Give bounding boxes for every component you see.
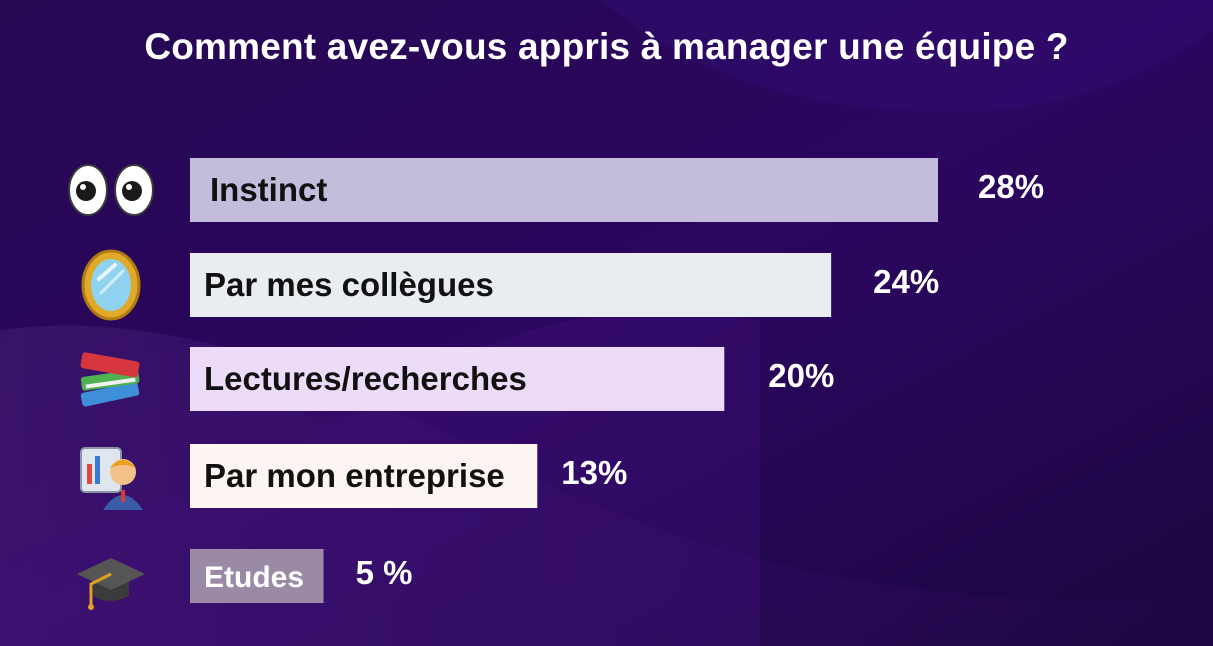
bar-label-1: Instinct	[210, 171, 327, 208]
mirror-icon	[81, 249, 141, 321]
bar-label-2: Par mes collègues	[204, 266, 494, 303]
bar-label-5: Etudes	[204, 561, 304, 594]
value-label-5: 5 %	[356, 554, 413, 591]
chart-title: Comment avez-vous appris à manager une é…	[144, 26, 1069, 67]
bar-label-3: Lectures/recherches	[204, 360, 527, 397]
bar-1	[190, 158, 938, 222]
teacher-icon	[80, 447, 143, 510]
bar-3	[190, 347, 725, 411]
bar-4	[190, 444, 538, 508]
bar-2	[190, 253, 832, 317]
value-label-2: 24%	[873, 263, 939, 300]
value-label-1: 28%	[978, 168, 1044, 205]
books-icon	[80, 352, 140, 407]
value-label-3: 20%	[768, 357, 834, 394]
value-label-4: 13%	[561, 454, 627, 491]
bar-label-4: Par mon entreprise	[204, 457, 505, 494]
bar-5	[190, 549, 324, 603]
eyes-icon	[68, 164, 154, 216]
graduation-cap-icon	[77, 558, 145, 610]
